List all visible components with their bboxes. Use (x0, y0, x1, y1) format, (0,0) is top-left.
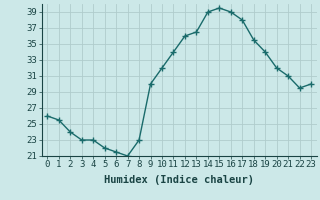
X-axis label: Humidex (Indice chaleur): Humidex (Indice chaleur) (104, 175, 254, 185)
